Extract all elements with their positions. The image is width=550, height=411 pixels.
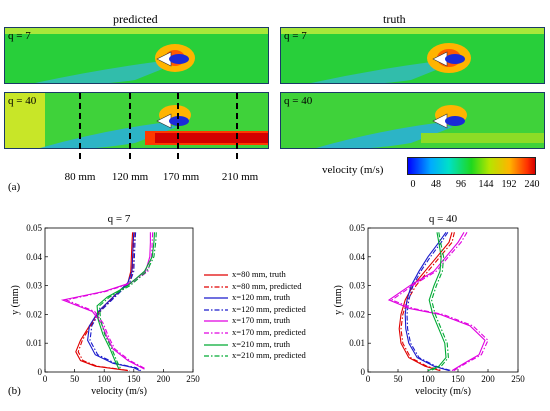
x-tick-label: 50 [394,374,404,384]
legend-swatch [204,355,228,357]
legend-item: x=120 mm, truth [204,293,324,303]
y-tick-label: 0.02 [26,309,42,319]
colorbar-tick: 96 [456,179,466,190]
legend-label: x=120 mm, truth [232,292,291,303]
plot-frame [44,227,194,373]
x-tick-label: 100 [97,374,111,384]
position-label-80: 80 mm [64,171,96,183]
y-tick-label: 0.05 [349,223,365,233]
x-axis-label: velocity (m/s) [415,386,471,397]
contour-field [5,28,268,83]
x-tick-label: 0 [366,374,371,384]
y-tick-label: 0 [361,367,366,377]
series-line-7 [430,232,449,372]
contour-predicted-q7: q = 7 [4,27,269,84]
y-tick-label: 0.04 [349,252,365,262]
q-label: q = 40 [284,95,313,107]
position-label-210: 210 mm [221,171,259,183]
series-line-3 [406,231,451,372]
legend-label: x=170 mm, truth [232,315,291,326]
legend-item: x=210 mm, predicted [204,351,324,361]
x-axis-label: velocity (m/s) [91,386,147,397]
legend-swatch [204,285,228,288]
y-axis-label: y (mm) [10,285,21,315]
contour-field [281,28,544,83]
y-tick-label: 0.02 [349,309,365,319]
colorbar [407,157,536,175]
position-label-120: 120 mm [111,171,149,183]
legend-item: x=210 mm, truth [204,338,324,350]
series-line-2 [87,232,140,372]
contour-predicted-q40: q = 40 [4,92,269,149]
legend-swatch [204,297,228,299]
q-label: q = 7 [284,30,307,42]
predicted-title: predicted [113,12,158,26]
series-line-7 [98,232,157,370]
series-line-4 [60,232,151,370]
position-label-170: 170 mm [162,171,200,183]
plot-frame [367,227,519,373]
x-tick-label: 200 [157,374,171,384]
colorbar-tick: 144 [478,179,494,190]
x-tick-label: 250 [186,374,200,384]
y-tick-label: 0.03 [349,281,365,291]
legend-swatch [204,343,228,346]
panel-tag-a: (a) [8,181,21,193]
x-tick-label: 150 [451,374,465,384]
contour-field [5,93,268,148]
legend-swatch [204,332,228,334]
contour-field [281,93,544,148]
panel-tag-b: (b) [8,385,21,397]
x-tick-label: 0 [43,374,48,384]
y-tick-label: 0.05 [26,223,42,233]
x-tick-label: 100 [421,374,435,384]
series-line-6 [427,232,447,372]
contour-truth-q40: q = 40 [280,92,545,149]
q-label: q = 7 [8,30,31,42]
legend-label: x=120 mm, predicted [232,303,306,314]
colorbar-label: velocity (m/s) [322,164,384,176]
legend-item: x=80 mm, predicted [204,280,324,292]
y-tick-label: 0 [38,367,43,377]
legend-item: x=120 mm, predicted [204,305,324,315]
colorbar-tick: 192 [501,179,517,190]
position-markers [79,93,238,163]
x-tick-label: 200 [481,374,495,384]
colorbar-tick: 0 [410,179,416,190]
legend-label: x=210 mm, predicted [232,350,306,361]
legend-item: x=80 mm, truth [204,270,324,280]
legend-swatch [204,274,228,276]
y-tick-label: 0.01 [26,338,42,348]
contour-truth-q7: q = 7 [280,27,545,84]
chart-title: q = 40 [429,213,458,225]
legend-label: x=80 mm, predicted [232,280,302,291]
legend-label: x=80 mm, truth [232,269,286,279]
q-label: q = 40 [8,95,37,107]
colorbar-tick: 48 [431,179,441,190]
x-tick-label: 150 [127,374,141,384]
legend-label: x=170 mm, predicted [232,327,306,337]
legend-swatch [204,320,228,322]
y-tick-label: 0.03 [26,281,42,291]
series-line-1 [400,232,455,372]
y-axis-label: y (mm) [333,285,344,315]
x-tick-label: 50 [70,374,80,384]
legend-label: x=210 mm, truth [232,338,291,349]
series-line-4 [387,232,486,372]
series-line-5 [390,232,489,372]
chart-title: q = 7 [108,213,131,225]
y-tick-label: 0.04 [26,252,42,262]
legend-item: x=170 mm, predicted [204,328,324,338]
legend-swatch [204,309,228,311]
series-line-6 [96,232,156,370]
y-tick-label: 0.01 [349,338,365,348]
truth-title: truth [383,12,406,26]
colorbar-tick: 240 [524,179,540,190]
series-line-0 [398,232,453,372]
legend-item: x=170 mm, truth [204,316,324,326]
x-tick-label: 250 [511,374,525,384]
